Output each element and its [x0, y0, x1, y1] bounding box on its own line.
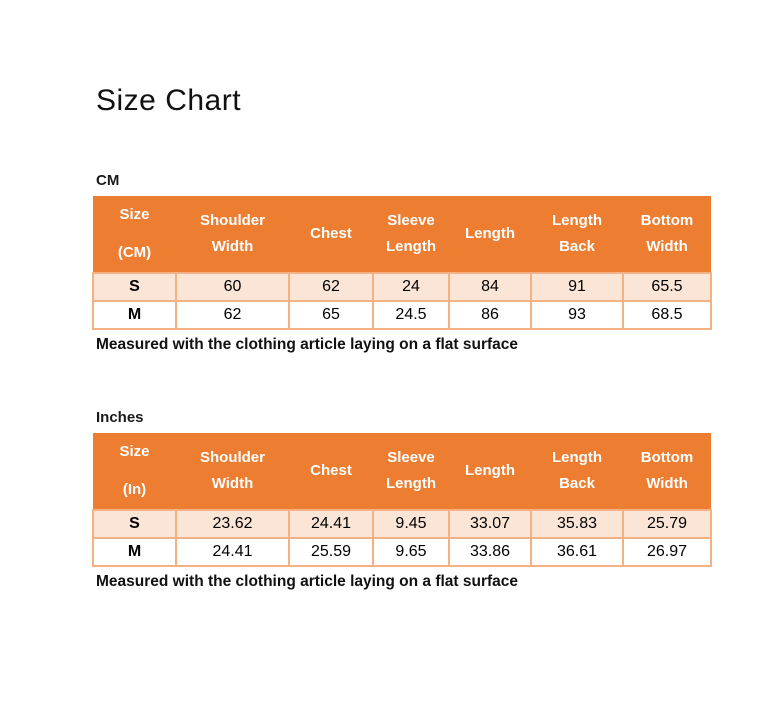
cm-header-shoulder-width: Shoulder Width [176, 196, 289, 273]
inches-s-length: 33.07 [448, 509, 532, 539]
inches-m-size: M [92, 537, 177, 567]
inches-size-table: Size (In) Shoulder Width Chest Sleeve Le… [92, 433, 712, 567]
inches-s-sleeve-length: 9.45 [372, 509, 450, 539]
inches-header-shoulder-width: Shoulder Width [176, 433, 289, 510]
table-row-inches-m: M 24.41 25.59 9.65 33.86 36.61 26.97 [92, 537, 712, 567]
measurement-note-cm: Measured with the clothing article layin… [96, 336, 519, 353]
cm-header-sleeve-length: Sleeve Length [373, 196, 449, 273]
cm-m-shoulder-width: 62 [175, 300, 290, 330]
cm-s-size: S [92, 272, 177, 302]
cm-header-length-back: Length Back [531, 196, 623, 273]
cm-size-table: Size (CM) Shoulder Width Chest Sleeve Le… [92, 196, 712, 330]
inches-m-chest: 25.59 [288, 537, 374, 567]
cm-m-bottom-width: 68.5 [622, 300, 712, 330]
inches-header-length: Length [449, 433, 531, 510]
cm-m-sleeve-length: 24.5 [372, 300, 450, 330]
cm-m-chest: 65 [288, 300, 374, 330]
cm-s-length-back: 91 [530, 272, 624, 302]
inches-s-size: S [92, 509, 177, 539]
cm-m-length-back: 93 [530, 300, 624, 330]
inches-header-chest: Chest [289, 433, 373, 510]
table-row-cm-m: M 62 65 24.5 86 93 68.5 [92, 300, 712, 330]
cm-header-length: Length [449, 196, 531, 273]
inches-section: Inches Size (In) Shoulder Width Chest Sl… [92, 409, 712, 591]
page-title: Size Chart [96, 84, 242, 117]
inches-s-chest: 24.41 [288, 509, 374, 539]
cm-s-shoulder-width: 60 [175, 272, 290, 302]
cm-header-bottom-width: Bottom Width [623, 196, 711, 273]
cm-header-row: Size (CM) Shoulder Width Chest Sleeve Le… [93, 196, 711, 273]
cm-s-length: 84 [448, 272, 532, 302]
cm-table-label: CM [96, 172, 120, 189]
inches-s-bottom-width: 25.79 [622, 509, 712, 539]
inches-m-sleeve-length: 9.65 [372, 537, 450, 567]
inches-m-shoulder-width: 24.41 [175, 537, 290, 567]
inches-header-bottom-width: Bottom Width [623, 433, 711, 510]
cm-header-size: Size (CM) [93, 196, 176, 273]
inches-table-label: Inches [96, 409, 144, 426]
inches-header-size: Size (In) [93, 433, 176, 510]
inches-header-length-back: Length Back [531, 433, 623, 510]
cm-s-sleeve-length: 24 [372, 272, 450, 302]
inches-s-length-back: 35.83 [530, 509, 624, 539]
cm-m-length: 86 [448, 300, 532, 330]
cm-m-size: M [92, 300, 177, 330]
table-row-cm-s: S 60 62 24 84 91 65.5 [92, 272, 712, 302]
cm-s-bottom-width: 65.5 [622, 272, 712, 302]
inches-m-length-back: 36.61 [530, 537, 624, 567]
inches-m-length: 33.86 [448, 537, 532, 567]
inches-header-row: Size (In) Shoulder Width Chest Sleeve Le… [93, 433, 711, 510]
cm-header-chest: Chest [289, 196, 373, 273]
cm-s-chest: 62 [288, 272, 374, 302]
inches-header-sleeve-length: Sleeve Length [373, 433, 449, 510]
inches-m-bottom-width: 26.97 [622, 537, 712, 567]
table-row-inches-s: S 23.62 24.41 9.45 33.07 35.83 25.79 [92, 509, 712, 539]
cm-section: CM Size (CM) Shoulder Width Chest Sleeve… [92, 172, 712, 354]
measurement-note-inches: Measured with the clothing article layin… [96, 573, 519, 590]
inches-s-shoulder-width: 23.62 [175, 509, 290, 539]
